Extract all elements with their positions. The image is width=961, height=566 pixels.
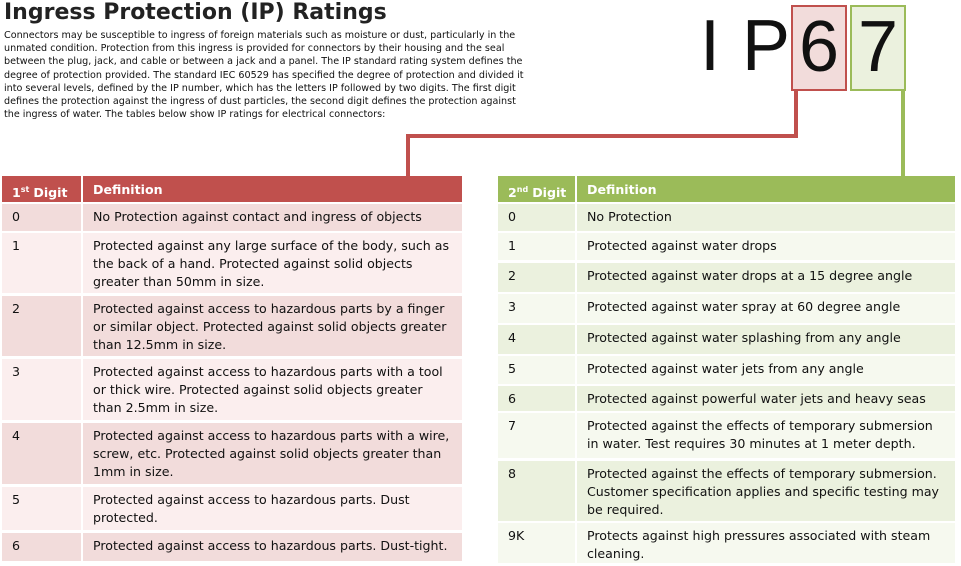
digit-cell: 8 [498, 461, 575, 521]
header-text: 2 [508, 185, 517, 201]
code-letter: P [742, 6, 791, 86]
definition-cell: Protected against access to hazardous pa… [83, 423, 462, 484]
title: Ingress Protection (IP) Ratings [4, 0, 387, 25]
header-text: Digit [33, 185, 68, 201]
definition-cell: Protected against access to hazardous pa… [83, 487, 462, 530]
definition-cell: Protects against high pressures associat… [577, 523, 955, 563]
definition-cell: Protected against the effects of tempora… [577, 461, 955, 521]
header-text: Digit [532, 185, 567, 201]
digit-cell: 5 [2, 487, 81, 530]
digit-cell: 7 [498, 413, 575, 458]
header-text: st [20, 185, 30, 194]
definition-cell: No Protection [577, 204, 955, 231]
definition-header: Definition [577, 176, 955, 202]
digit-cell: 9K [498, 523, 575, 563]
definition-cell: No Protection against contact and ingres… [83, 204, 462, 231]
intro: Connectors may be susceptible to ingress… [4, 30, 524, 121]
digit-cell: 1 [498, 233, 575, 260]
definition-cell: Protected against access to hazardous pa… [83, 359, 462, 420]
definition-cell: Protected against access to hazardous pa… [83, 533, 462, 561]
code-letter: I [700, 6, 721, 86]
definition-cell: Protected against water drops at a 15 de… [577, 263, 955, 292]
definition-header: Definition [83, 176, 462, 202]
definition-cell: Protected against water splashing from a… [577, 325, 955, 354]
definition-cell: Protected against access to hazardous pa… [83, 296, 462, 356]
header-text: 1 [12, 185, 21, 201]
digit-cell: 4 [2, 423, 81, 484]
definition-cell: Protected against water drops [577, 233, 955, 260]
digit-header: 2nd Digit [498, 176, 575, 202]
second-digit: 7 [850, 5, 906, 91]
definition-cell: Protected against powerful water jets an… [577, 386, 955, 411]
definition-cell: Protected against the effects of tempora… [577, 413, 955, 458]
digit-cell: 3 [498, 294, 575, 323]
definition-cell: Protected against any large surface of t… [83, 233, 462, 293]
first-digit: 6 [791, 5, 847, 91]
digit-cell: 5 [498, 356, 575, 384]
connectors [406, 91, 905, 178]
digit-cell: 4 [498, 325, 575, 354]
digit-cell: 3 [2, 359, 81, 420]
definition-cell: Protected against water jets from any an… [577, 356, 955, 384]
digit-cell: 0 [2, 204, 81, 231]
definition-cell: Protected against water spray at 60 degr… [577, 294, 955, 323]
digit-header: 1st Digit [2, 176, 81, 202]
digit-cell: 6 [498, 386, 575, 411]
header-text: nd [516, 185, 529, 194]
digit-cell: 2 [2, 296, 81, 356]
digit-cell: 2 [498, 263, 575, 292]
digit-cell: 6 [2, 533, 81, 561]
digit-cell: 0 [498, 204, 575, 231]
digit-cell: 1 [2, 233, 81, 293]
